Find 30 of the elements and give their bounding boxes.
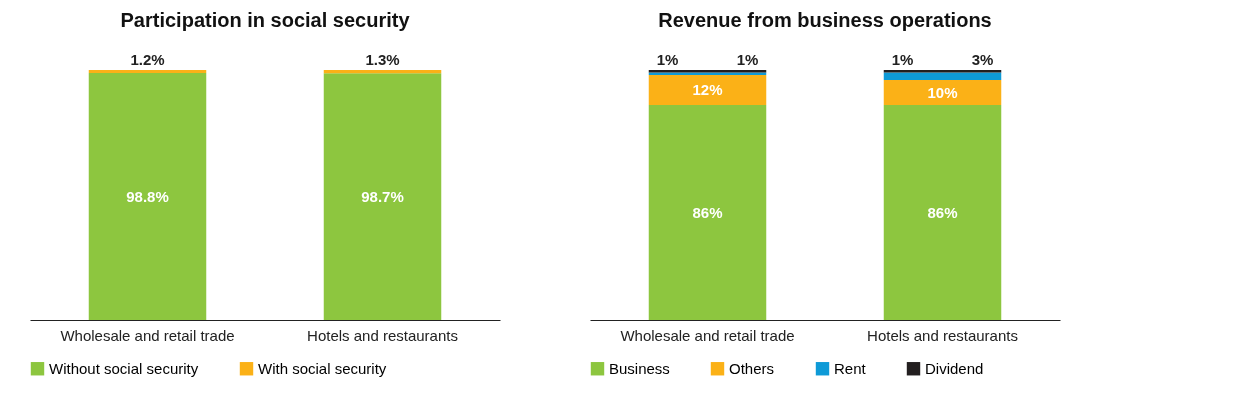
bar [648,105,767,320]
x-tick-label: Wholesale and retail trade [60,326,235,344]
bar [883,105,1002,320]
data-label: 86% [692,203,723,221]
x-tick-label: Wholesale and retail trade [620,326,795,344]
data-label: 98.8% [126,187,169,205]
legend-label: With social security [258,359,387,377]
data-label: 10% [927,83,958,101]
x-tick-label: Hotels and restaurants [867,326,1018,344]
data-label: 1.3% [365,51,400,68]
data-label: 86% [927,203,958,221]
chart-title: Participation in social security [120,9,411,31]
legend-label: Without social security [49,359,199,377]
chart-title: Revenue from business operations [658,9,992,31]
data-label: 1% [891,51,914,68]
bar [883,70,1002,73]
legend-label: Rent [834,359,867,377]
data-label: 12% [692,81,723,98]
bar [883,80,1002,105]
bar [648,75,767,105]
data-label: 1% [736,51,759,68]
legend-label: Dividend [925,359,984,377]
legend-label: Others [729,359,775,377]
bar [883,72,1002,80]
legend-label: Business [609,359,670,377]
data-label: 1.2% [130,51,165,68]
data-label: 98.7% [361,187,404,205]
data-label: 1% [656,51,679,68]
data-label: 3% [971,51,994,68]
x-tick-label: Hotels and restaurants [307,326,458,344]
